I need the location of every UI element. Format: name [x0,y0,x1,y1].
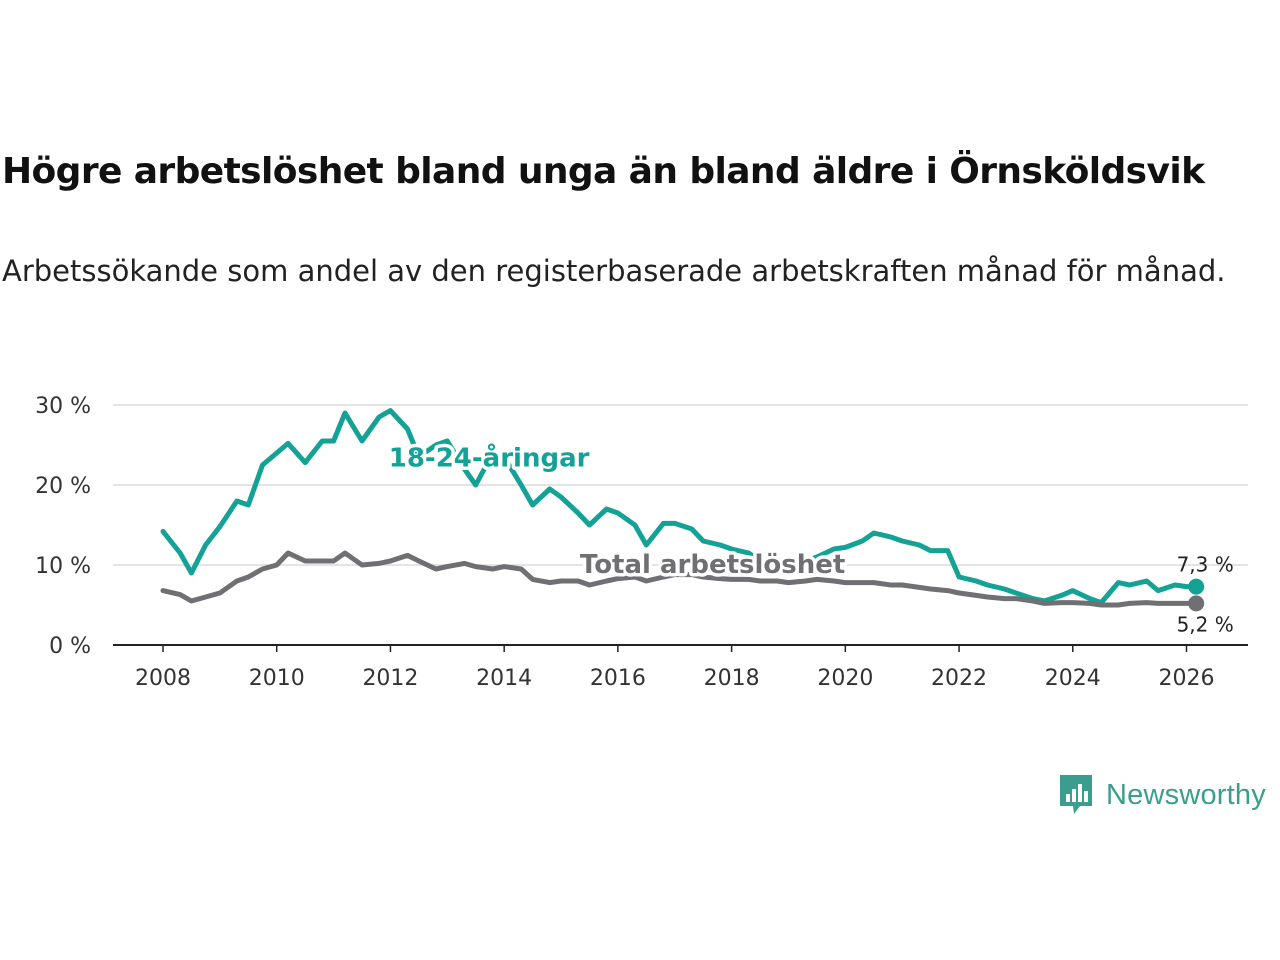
x-axis: 0 % 10 % 20 % 30 % 2008 2010 2012 2014 2016 2018 2… [35,394,1248,691]
y-tick-label: 10 % [35,554,91,579]
y-tick-label: 30 % [35,394,91,419]
series-line-youth [160,408,1199,606]
x-tick-label: 2024 [1045,666,1101,691]
chart-title: Högre arbetslöshet bland unga än bland ä… [2,151,1205,192]
y-tick-label: 20 % [35,474,91,499]
x-tick-label: 2010 [249,666,305,691]
brand-name: Newsworthy [1106,778,1266,811]
series-line-total [160,550,1199,608]
chart-labels: 7,3 % 5,2 % 18-24-åringar Total arbetslöshe… [385,438,1234,636]
x-tick-label: 2020 [817,666,873,691]
series-lines [160,408,1199,608]
series-label-total: Total arbetslöshet [580,550,845,580]
x-tick-label: 2026 [1159,666,1215,691]
end-label-youth: 7,3 % [1177,553,1234,577]
x-tick-label: 2014 [476,666,532,691]
x-tick-label: 2018 [704,666,760,691]
y-tick-label: 0 % [49,634,91,659]
end-marker-youth [1188,578,1205,595]
series-label-youth: 18-24-åringar [389,442,590,474]
end-marker-total [1188,595,1205,612]
brand-logo: Newsworthy [1058,772,1266,818]
newsworthy-logo-icon [1060,775,1092,814]
chart-subtitle: Arbetssökande som andel av den registerb… [2,254,1226,288]
x-tick-label: 2022 [931,666,987,691]
x-tick-label: 2008 [135,666,191,691]
end-label-total: 5,2 % [1177,612,1234,636]
x-tick-label: 2016 [590,666,646,691]
line-chart: 0 % 10 % 20 % 30 % 2008 2010 2012 2014 2016 2018 2… [35,394,1248,691]
x-tick-label: 2012 [362,666,418,691]
grid-lines [113,404,1248,566]
